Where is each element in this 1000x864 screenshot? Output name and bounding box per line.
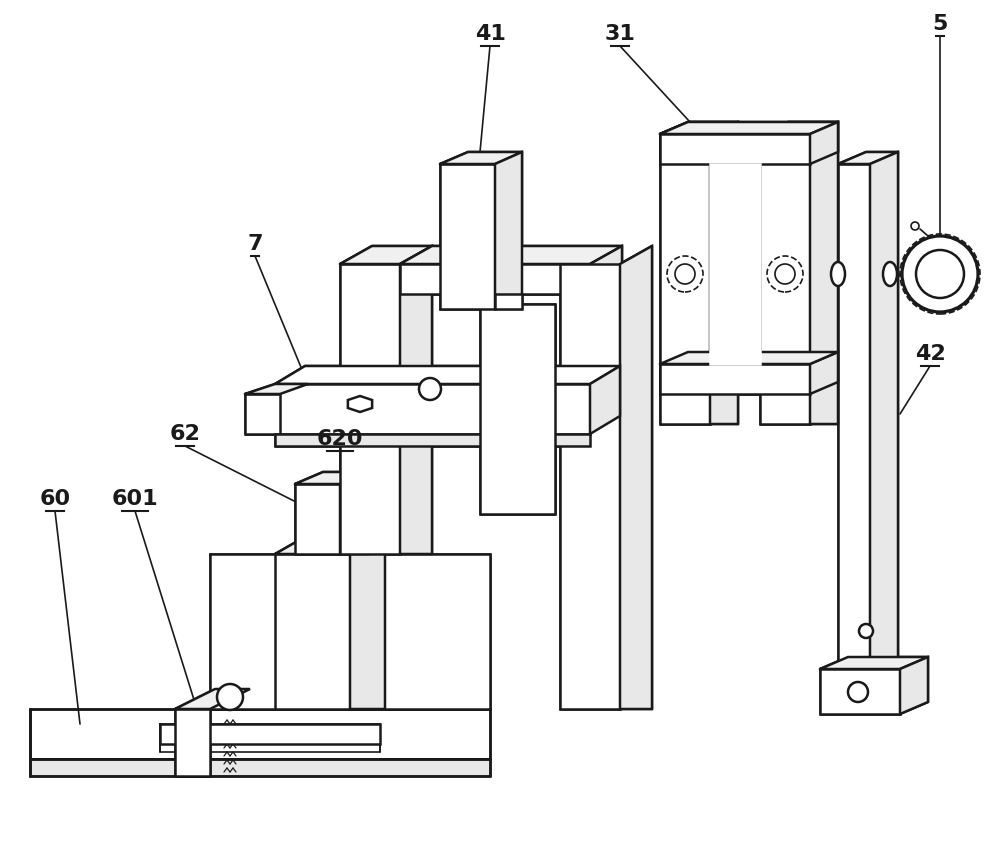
Text: 31: 31 xyxy=(605,24,635,44)
Polygon shape xyxy=(275,366,620,384)
Polygon shape xyxy=(400,246,622,264)
Polygon shape xyxy=(560,264,620,709)
Polygon shape xyxy=(245,394,280,434)
Circle shape xyxy=(419,378,441,400)
Ellipse shape xyxy=(883,262,897,286)
Polygon shape xyxy=(660,364,810,394)
Circle shape xyxy=(775,264,795,284)
Text: 41: 41 xyxy=(475,24,505,44)
Polygon shape xyxy=(295,472,368,484)
Polygon shape xyxy=(175,709,210,776)
Polygon shape xyxy=(900,657,928,714)
Polygon shape xyxy=(710,122,738,424)
Polygon shape xyxy=(400,264,590,294)
Polygon shape xyxy=(275,384,590,434)
Polygon shape xyxy=(620,246,652,709)
Polygon shape xyxy=(175,689,250,709)
Circle shape xyxy=(859,624,873,638)
Polygon shape xyxy=(660,134,710,424)
Polygon shape xyxy=(820,657,928,669)
Polygon shape xyxy=(440,164,495,309)
Polygon shape xyxy=(495,152,522,309)
Polygon shape xyxy=(30,709,490,759)
Text: 7: 7 xyxy=(247,234,263,254)
Polygon shape xyxy=(838,152,898,164)
Polygon shape xyxy=(660,352,838,364)
Polygon shape xyxy=(710,164,760,364)
Polygon shape xyxy=(275,554,350,709)
Polygon shape xyxy=(760,122,838,134)
Polygon shape xyxy=(350,534,385,709)
Circle shape xyxy=(767,256,803,292)
Polygon shape xyxy=(838,164,870,669)
Circle shape xyxy=(902,236,978,312)
Polygon shape xyxy=(660,122,838,134)
Polygon shape xyxy=(245,384,308,394)
Circle shape xyxy=(911,222,919,230)
Polygon shape xyxy=(870,152,898,669)
Polygon shape xyxy=(275,434,590,446)
Polygon shape xyxy=(30,759,490,776)
Text: 60: 60 xyxy=(39,489,71,509)
Circle shape xyxy=(217,684,243,710)
Polygon shape xyxy=(590,246,622,294)
Polygon shape xyxy=(340,472,368,554)
Polygon shape xyxy=(590,366,620,434)
Text: 601: 601 xyxy=(112,489,158,509)
Polygon shape xyxy=(400,246,432,554)
Polygon shape xyxy=(340,264,400,554)
Circle shape xyxy=(916,250,964,298)
Polygon shape xyxy=(480,304,555,514)
Text: 62: 62 xyxy=(170,424,200,444)
Polygon shape xyxy=(810,122,838,424)
Polygon shape xyxy=(295,484,340,554)
Polygon shape xyxy=(440,152,522,164)
Polygon shape xyxy=(495,294,522,309)
Circle shape xyxy=(848,682,868,702)
Polygon shape xyxy=(160,724,380,744)
Text: 42: 42 xyxy=(915,344,945,364)
Polygon shape xyxy=(210,554,490,709)
Ellipse shape xyxy=(831,262,845,286)
Polygon shape xyxy=(348,396,372,412)
Polygon shape xyxy=(760,134,810,424)
Polygon shape xyxy=(810,122,838,164)
Polygon shape xyxy=(340,246,432,264)
Polygon shape xyxy=(660,134,810,164)
Circle shape xyxy=(675,264,695,284)
Polygon shape xyxy=(810,352,838,394)
Polygon shape xyxy=(820,669,900,714)
Circle shape xyxy=(667,256,703,292)
Polygon shape xyxy=(275,534,385,554)
Text: 620: 620 xyxy=(317,429,363,449)
Polygon shape xyxy=(660,122,738,134)
Text: 5: 5 xyxy=(932,14,948,34)
